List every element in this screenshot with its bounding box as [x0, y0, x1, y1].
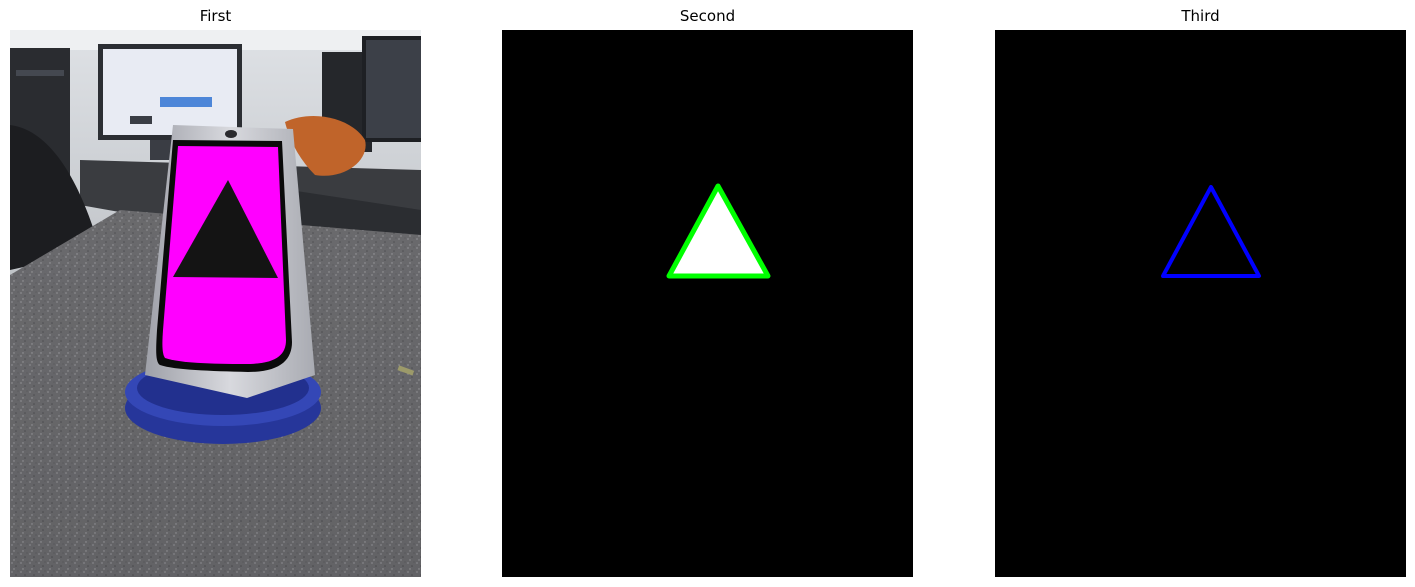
panel-first-photo	[10, 30, 421, 577]
monitor-screen	[103, 49, 237, 135]
triangle-on-sign	[173, 180, 278, 278]
panel-third-contour	[995, 30, 1406, 577]
panel-second-mask	[502, 30, 913, 577]
blue-triangle-outline	[1161, 185, 1261, 278]
orange-jacket	[285, 116, 366, 176]
white-triangle-green-outline	[666, 183, 771, 279]
photo-scene	[10, 30, 421, 577]
triangle-contour-svg	[1161, 185, 1261, 278]
triangle-mask-svg	[666, 183, 771, 279]
panel-title-first: First	[199, 7, 232, 25]
panel-title-second: Second	[679, 7, 736, 25]
panel-title-third: Third	[1181, 7, 1220, 25]
chair	[10, 125, 100, 270]
